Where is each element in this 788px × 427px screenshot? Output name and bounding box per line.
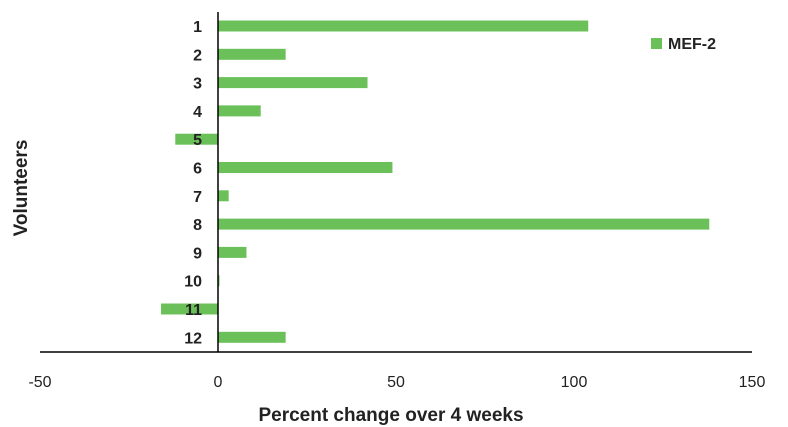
bar-volunteer-5: [175, 133, 218, 145]
category-label-7: 7: [193, 189, 202, 206]
category-label-5: 5: [193, 132, 202, 149]
category-label-11: 11: [185, 302, 202, 319]
category-label-6: 6: [193, 161, 202, 178]
category-label-8: 8: [193, 217, 202, 234]
legend: MEF-2: [651, 36, 716, 53]
legend-label: MEF-2: [668, 36, 716, 53]
category-label-10: 10: [184, 274, 202, 291]
bar-volunteer-9: [218, 246, 247, 258]
x-tick-label: 100: [561, 374, 588, 391]
x-tick-label: 50: [387, 374, 405, 391]
category-label-12: 12: [184, 330, 202, 347]
x-tick-label: -50: [28, 374, 51, 391]
bar-volunteer-8: [218, 218, 710, 230]
category-label-4: 4: [193, 104, 202, 121]
bar-volunteer-1: [218, 20, 589, 32]
category-label-3: 3: [193, 76, 202, 93]
x-tick-label: 150: [739, 374, 766, 391]
x-tick-labels: -50 0 50 100 150: [28, 374, 765, 391]
bar-volunteer-6: [218, 162, 393, 173]
category-label-1: 1: [193, 19, 202, 36]
category-label-2: 2: [193, 47, 202, 64]
category-label-9: 9: [193, 245, 202, 262]
x-axis-title: Percent change over 4 weeks: [258, 405, 523, 426]
bar-volunteer-7: [218, 190, 229, 202]
x-tick-label: 0: [214, 374, 223, 391]
bars-group: [161, 20, 710, 343]
bar-volunteer-11: [161, 303, 218, 315]
bar-volunteer-2: [218, 48, 286, 60]
bar-volunteer-4: [218, 105, 261, 117]
legend-swatch: [651, 38, 662, 49]
bar-volunteer-3: [218, 77, 368, 89]
y-axis-title: Volunteers: [11, 140, 32, 237]
bar-volunteer-12: [218, 331, 286, 343]
